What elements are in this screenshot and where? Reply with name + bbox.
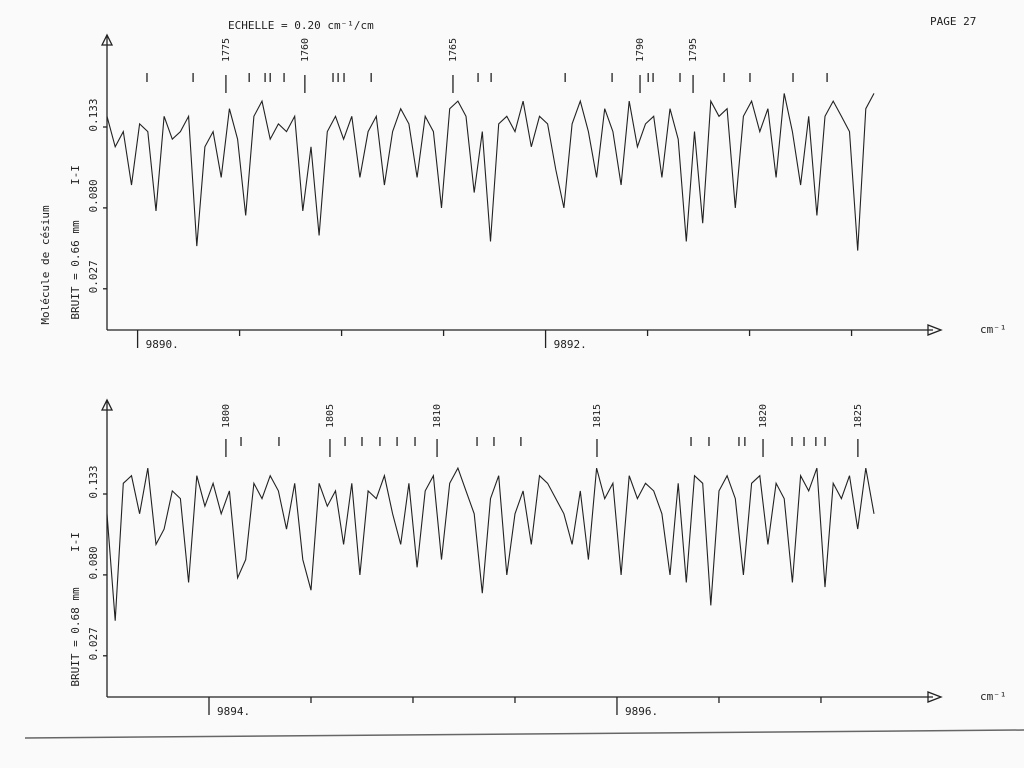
y-label: I-I bbox=[69, 165, 82, 185]
line-id-label: 1805 bbox=[325, 404, 336, 428]
line-id-label: 1825 bbox=[853, 404, 864, 428]
y-tick-label: 0.133 bbox=[87, 465, 100, 498]
y-label: I-I bbox=[69, 532, 82, 552]
line-id-label: 1800 bbox=[221, 404, 232, 428]
line-id-label: 1760 bbox=[300, 38, 311, 62]
line-id-label: 1795 bbox=[688, 38, 699, 62]
x-tick-label: 9894. bbox=[217, 705, 250, 718]
y-arrow bbox=[100, 398, 114, 411]
x-arrow bbox=[927, 691, 943, 703]
y-arrow bbox=[100, 33, 114, 46]
spectrum bbox=[106, 466, 875, 621]
x-unit: cm⁻¹ bbox=[980, 690, 1007, 703]
line-id-label: 1810 bbox=[432, 404, 443, 428]
page-edge bbox=[24, 729, 1024, 739]
spectrum bbox=[106, 93, 875, 251]
y-tick-label: 0.080 bbox=[87, 179, 100, 212]
y-tick-label: 0.133 bbox=[87, 98, 100, 131]
line-id-label: 1790 bbox=[635, 38, 646, 62]
page-number: PAGE 27 bbox=[930, 15, 976, 28]
y-tick-label: 0.027 bbox=[87, 260, 100, 293]
scale-note: ECHELLE = 0.20 cm⁻¹/cm bbox=[228, 19, 374, 32]
line-id-label: 1775 bbox=[221, 38, 232, 62]
x-unit: cm⁻¹ bbox=[980, 323, 1007, 336]
x-tick-label: 9890. bbox=[146, 338, 179, 351]
y-tick-label: 0.080 bbox=[87, 546, 100, 579]
noise-label: BRUIT = 0.68 mm bbox=[69, 587, 82, 687]
side-label: Molécule de césium bbox=[39, 205, 52, 325]
noise-label: BRUIT = 0.66 mm bbox=[69, 220, 82, 320]
line-id-label: 1765 bbox=[448, 38, 459, 62]
x-arrow bbox=[927, 324, 943, 336]
line-id-label: 1820 bbox=[758, 404, 769, 428]
y-tick-label: 0.027 bbox=[87, 627, 100, 660]
x-tick-label: 9896. bbox=[625, 705, 658, 718]
line-id-label: 1815 bbox=[592, 404, 603, 428]
x-tick-label: 9892. bbox=[554, 338, 587, 351]
